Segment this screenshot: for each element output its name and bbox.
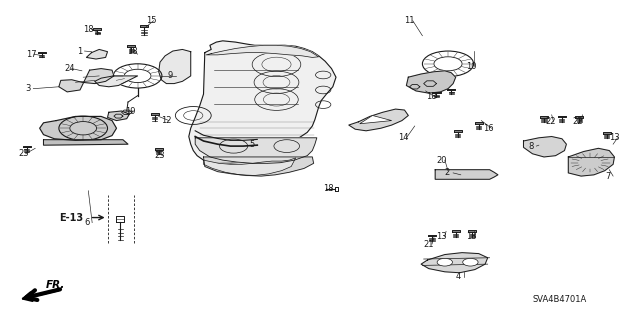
FancyArrowPatch shape <box>92 215 103 220</box>
Polygon shape <box>206 45 319 57</box>
Text: 23: 23 <box>18 149 29 158</box>
Polygon shape <box>204 157 314 176</box>
Text: 13: 13 <box>466 232 477 241</box>
Text: 21: 21 <box>424 240 434 249</box>
Text: 22: 22 <box>573 117 583 126</box>
Text: 16: 16 <box>483 124 494 133</box>
Text: 19: 19 <box>125 107 135 115</box>
Text: 17: 17 <box>26 50 36 59</box>
Text: 12: 12 <box>161 116 172 125</box>
Circle shape <box>463 258 478 266</box>
Polygon shape <box>524 137 566 157</box>
Polygon shape <box>159 49 191 84</box>
Polygon shape <box>421 253 488 273</box>
Text: 14: 14 <box>398 133 408 142</box>
Text: 11: 11 <box>404 16 415 25</box>
Polygon shape <box>406 71 456 93</box>
Polygon shape <box>204 158 296 175</box>
Text: 2: 2 <box>445 168 450 177</box>
Text: 24: 24 <box>64 64 74 73</box>
Polygon shape <box>40 116 116 140</box>
Text: 3: 3 <box>26 84 31 93</box>
Text: 6: 6 <box>84 218 90 227</box>
Text: 15: 15 <box>146 16 156 25</box>
Text: 10: 10 <box>466 62 476 71</box>
Text: 20: 20 <box>436 156 447 165</box>
Polygon shape <box>189 41 336 163</box>
Polygon shape <box>59 69 114 92</box>
Polygon shape <box>86 49 108 59</box>
Polygon shape <box>349 109 408 131</box>
Text: 8: 8 <box>528 142 533 151</box>
Polygon shape <box>44 140 128 145</box>
Text: 18: 18 <box>426 92 436 101</box>
Text: 18: 18 <box>127 47 138 56</box>
Polygon shape <box>435 170 498 179</box>
Text: 4: 4 <box>456 272 461 281</box>
Polygon shape <box>95 76 138 87</box>
Text: 23: 23 <box>155 151 166 160</box>
Text: 13: 13 <box>609 133 620 142</box>
Text: 18: 18 <box>83 25 94 34</box>
Polygon shape <box>195 138 317 163</box>
Text: 22: 22 <box>545 117 556 126</box>
Text: SVA4B4701A: SVA4B4701A <box>533 295 587 304</box>
Text: 7: 7 <box>605 172 610 181</box>
Text: 5: 5 <box>250 140 255 149</box>
Text: 18: 18 <box>323 184 334 193</box>
Polygon shape <box>108 111 129 121</box>
Text: 1: 1 <box>77 47 82 56</box>
Text: FR.: FR. <box>46 280 65 290</box>
Text: 13: 13 <box>436 232 447 241</box>
Polygon shape <box>360 115 392 124</box>
Circle shape <box>437 258 452 266</box>
Text: 9: 9 <box>168 71 173 80</box>
Text: E-13: E-13 <box>59 212 83 223</box>
Polygon shape <box>568 148 614 176</box>
